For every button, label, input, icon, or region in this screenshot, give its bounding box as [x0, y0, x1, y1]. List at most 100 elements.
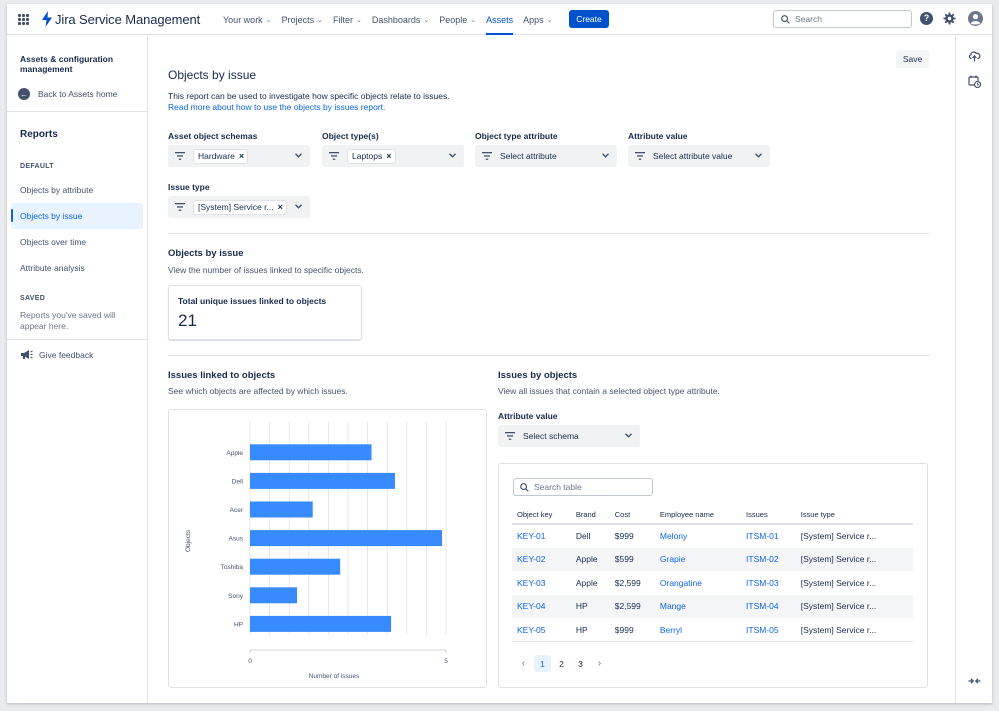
global-search[interactable]: [773, 10, 912, 28]
give-feedback-button[interactable]: Give feedback: [20, 349, 93, 360]
app-switcher-icon[interactable]: [18, 14, 29, 25]
table-cell: [System] Service r...: [800, 531, 877, 542]
create-button[interactable]: Create: [569, 10, 609, 28]
sidebar-item-objects-over-time[interactable]: Objects over time: [20, 237, 87, 247]
search-input[interactable]: [795, 14, 895, 24]
schemas-label: Asset object schemas: [168, 131, 258, 141]
filter-icon: [175, 152, 185, 160]
object-type-tag: Laptops ×: [347, 148, 396, 164]
remove-tag-icon[interactable]: ×: [386, 151, 392, 161]
filter-icon: [482, 152, 492, 160]
total-issues-label: Total unique issues linked to objects: [178, 296, 327, 306]
sidebar-item-objects-by-issue[interactable]: Objects by issue: [11, 203, 143, 229]
nav-item-projects[interactable]: Projects ⌄: [282, 4, 323, 35]
schemas-select[interactable]: Hardware ×: [168, 145, 310, 167]
cloud-upload-icon[interactable]: [968, 50, 981, 62]
product-name: Jira Service Management: [55, 11, 201, 27]
chevron-down-icon: ⌄: [265, 16, 272, 24]
chevron-down-icon: [295, 204, 302, 209]
table-cell-link[interactable]: Grapie: [654, 547, 742, 571]
back-label: Back to Assets home: [38, 89, 118, 99]
table-cell-link[interactable]: KEY-01: [517, 531, 546, 542]
sidebar-item-attribute-analysis[interactable]: Attribute analysis: [20, 263, 85, 273]
column-header[interactable]: Cost: [609, 506, 655, 525]
save-button[interactable]: Save: [896, 50, 929, 68]
chevron-down-icon: [295, 153, 302, 158]
product-logo[interactable]: Jira Service Management: [41, 11, 200, 27]
schema-placeholder: Select schema: [523, 431, 579, 441]
bar-hp: [250, 615, 392, 632]
megaphone-icon: [21, 350, 33, 359]
pagination: ‹ 1 2 3 ›: [515, 655, 610, 672]
table-cell-link[interactable]: KEY-04: [512, 594, 571, 618]
nav-item-apps[interactable]: Apps ⌄: [523, 4, 552, 35]
table-cell: Dell: [575, 531, 591, 542]
table-search[interactable]: [513, 478, 653, 496]
issues-table: Object key Brand Cost Employee name Issues Is…: [512, 506, 913, 642]
top-navigation: Jira Service Management Your work ⌄ Projec…: [7, 4, 992, 35]
table-cell-link[interactable]: Orangatine: [659, 577, 702, 588]
page-button[interactable]: 1: [534, 655, 551, 672]
search-icon: [781, 14, 790, 24]
column-header[interactable]: Object key: [512, 506, 571, 525]
read-more-link[interactable]: Read more about how to use the objects b…: [168, 102, 386, 112]
nav-item-dashboards[interactable]: Dashboards ⌄: [372, 4, 429, 35]
gear-icon[interactable]: [943, 12, 956, 25]
total-issues-card: Total unique issues linked to objects 21: [168, 285, 362, 340]
object-types-select[interactable]: Laptops ×: [322, 145, 464, 167]
issue-type-select[interactable]: [System] Service r... ×: [168, 196, 310, 218]
chevron-down-icon: ⌄: [355, 16, 362, 24]
linked-subtitle: See which objects are affected by which …: [168, 386, 348, 396]
nav-item-label: Filter: [332, 14, 353, 25]
table-cell-link[interactable]: ITSM-01: [746, 531, 779, 542]
table-cell-link[interactable]: ITSM-05: [741, 618, 796, 642]
column-header[interactable]: Issue type: [795, 506, 913, 525]
column-header[interactable]: Employee name: [654, 506, 742, 525]
nav-item-assets[interactable]: Assets: [486, 4, 514, 35]
table-cell-link[interactable]: Berryl: [654, 618, 742, 642]
schema-select[interactable]: Select schema: [498, 425, 640, 447]
table-cell-link[interactable]: ITSM-04: [741, 594, 796, 618]
bar-acer: [250, 501, 313, 518]
bar-dell: [250, 472, 396, 489]
attribute-value-select[interactable]: Select attribute value: [628, 145, 770, 167]
page-button[interactable]: 2: [559, 658, 564, 669]
previous-page-icon[interactable]: ‹: [521, 658, 526, 669]
table-cell-link[interactable]: ITSM-02: [741, 547, 796, 571]
calendar-clock-icon[interactable]: [968, 75, 981, 88]
column-header[interactable]: Brand: [570, 506, 610, 525]
user-avatar-icon[interactable]: [968, 11, 983, 26]
issues-chart-card: Apple Dell Acer Asus Toshiba Sony HP 0 5 Number o…: [168, 409, 487, 688]
table-cell-link[interactable]: ITSM-03: [746, 577, 779, 588]
sidebar-section-title: Reports: [20, 129, 58, 140]
nav-item-people[interactable]: People ⌄: [439, 4, 476, 35]
collapse-panel-icon[interactable]: [968, 677, 981, 685]
table-cell-link[interactable]: KEY-05: [512, 618, 571, 642]
next-page-icon[interactable]: ›: [597, 658, 602, 669]
table-cell-link[interactable]: Mange: [654, 594, 742, 618]
table-cell-link[interactable]: KEY-03: [517, 577, 546, 588]
back-to-assets-link[interactable]: ← Back to Assets home: [18, 88, 117, 100]
table-row: KEY-01 Dell $999 Melony ITSM-01 [System] Serv…: [512, 524, 913, 548]
nav-item-your-work[interactable]: Your work ⌄: [223, 4, 272, 35]
issue-type-tag-label: [System] Service r...: [198, 202, 274, 212]
table-cell-link[interactable]: Melony: [659, 531, 688, 542]
help-icon[interactable]: ?: [920, 12, 933, 25]
table-search-input[interactable]: [534, 482, 634, 492]
table-cell-link[interactable]: KEY-02: [512, 547, 571, 571]
filter-icon: [505, 432, 515, 440]
table-cell: [System] Service r...: [795, 547, 913, 571]
nav-item-label: Assets: [486, 14, 514, 25]
sidebar-item-objects-by-attribute[interactable]: Objects by attribute: [20, 185, 94, 195]
type-attribute-select[interactable]: Select attribute: [475, 145, 617, 167]
remove-tag-icon[interactable]: ×: [277, 202, 283, 212]
page-button[interactable]: 3: [578, 658, 583, 669]
nav-item-filter[interactable]: Filter ⌄: [333, 4, 362, 35]
category-label: Asus: [229, 536, 244, 543]
filter-icon: [175, 203, 185, 211]
table-cell: $999: [609, 618, 655, 642]
table-row: KEY-04 HP $2,599 Mange ITSM-04 [System] Servi…: [512, 594, 913, 618]
x-tick-label: 0: [248, 658, 252, 665]
column-header[interactable]: Issues: [741, 506, 796, 525]
remove-tag-icon[interactable]: ×: [238, 151, 245, 161]
